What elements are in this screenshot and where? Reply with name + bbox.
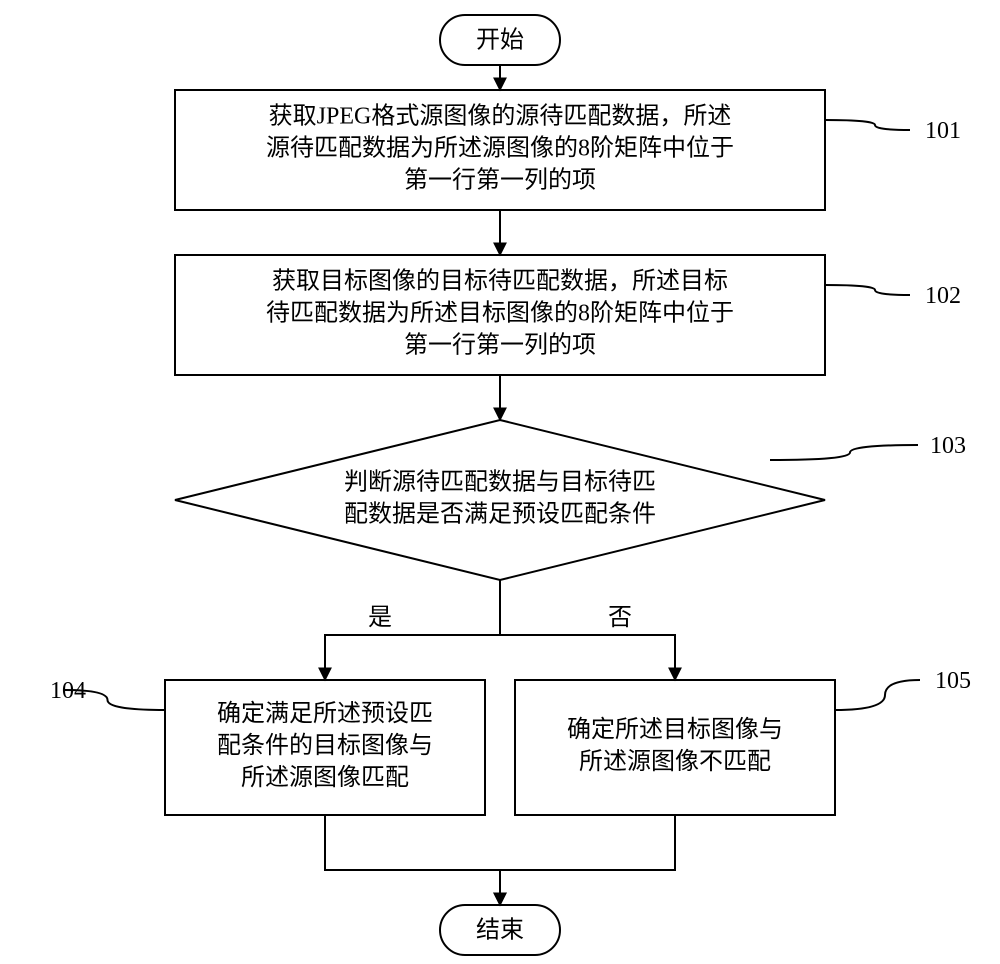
svg-text:第一行第一列的项: 第一行第一列的项: [404, 332, 596, 359]
svg-text:结束: 结束: [476, 917, 524, 944]
svg-text:104: 104: [50, 678, 86, 704]
svg-text:获取JPEG格式源图像的源待匹配数据，所述: 获取JPEG格式源图像的源待匹配数据，所述: [269, 103, 732, 130]
svg-text:待匹配数据为所述目标图像的8阶矩阵中位于: 待匹配数据为所述目标图像的8阶矩阵中位于: [266, 300, 734, 327]
svg-text:开始: 开始: [476, 27, 524, 54]
svg-text:获取目标图像的目标待匹配数据，所述目标: 获取目标图像的目标待匹配数据，所述目标: [272, 268, 728, 295]
svg-text:配数据是否满足预设匹配条件: 配数据是否满足预设匹配条件: [344, 501, 656, 528]
svg-text:否: 否: [608, 605, 632, 631]
svg-text:所述源图像不匹配: 所述源图像不匹配: [579, 748, 771, 775]
edge-s105-end: [500, 815, 675, 905]
flowchart-canvas: 开始结束 101 获取JPEG格式源图像的源待匹配数据，所述源待匹配数据为所述源图像…: [0, 0, 1000, 964]
svg-text:103: 103: [930, 433, 966, 459]
svg-text:105: 105: [935, 668, 971, 694]
svg-text:101: 101: [925, 118, 961, 144]
svg-text:确定满足所述预设匹: 确定满足所述预设匹: [217, 700, 433, 727]
edge-decision-s104: [325, 580, 500, 680]
end-terminal: 结束: [440, 905, 560, 955]
edge-decision-s105: [500, 580, 675, 680]
svg-text:102: 102: [925, 283, 961, 309]
svg-text:确定所述目标图像与: 确定所述目标图像与: [567, 716, 783, 743]
svg-text:是: 是: [368, 605, 392, 631]
svg-text:第一行第一列的项: 第一行第一列的项: [404, 167, 596, 194]
edge-s104-end: [325, 815, 500, 905]
start-terminal: 开始: [440, 15, 560, 65]
svg-text:所述源图像匹配: 所述源图像匹配: [241, 764, 409, 791]
svg-text:判断源待匹配数据与目标待匹: 判断源待匹配数据与目标待匹: [344, 469, 656, 496]
svg-text:配条件的目标图像与: 配条件的目标图像与: [217, 732, 433, 759]
svg-text:源待匹配数据为所述源图像的8阶矩阵中位于: 源待匹配数据为所述源图像的8阶矩阵中位于: [266, 135, 734, 162]
